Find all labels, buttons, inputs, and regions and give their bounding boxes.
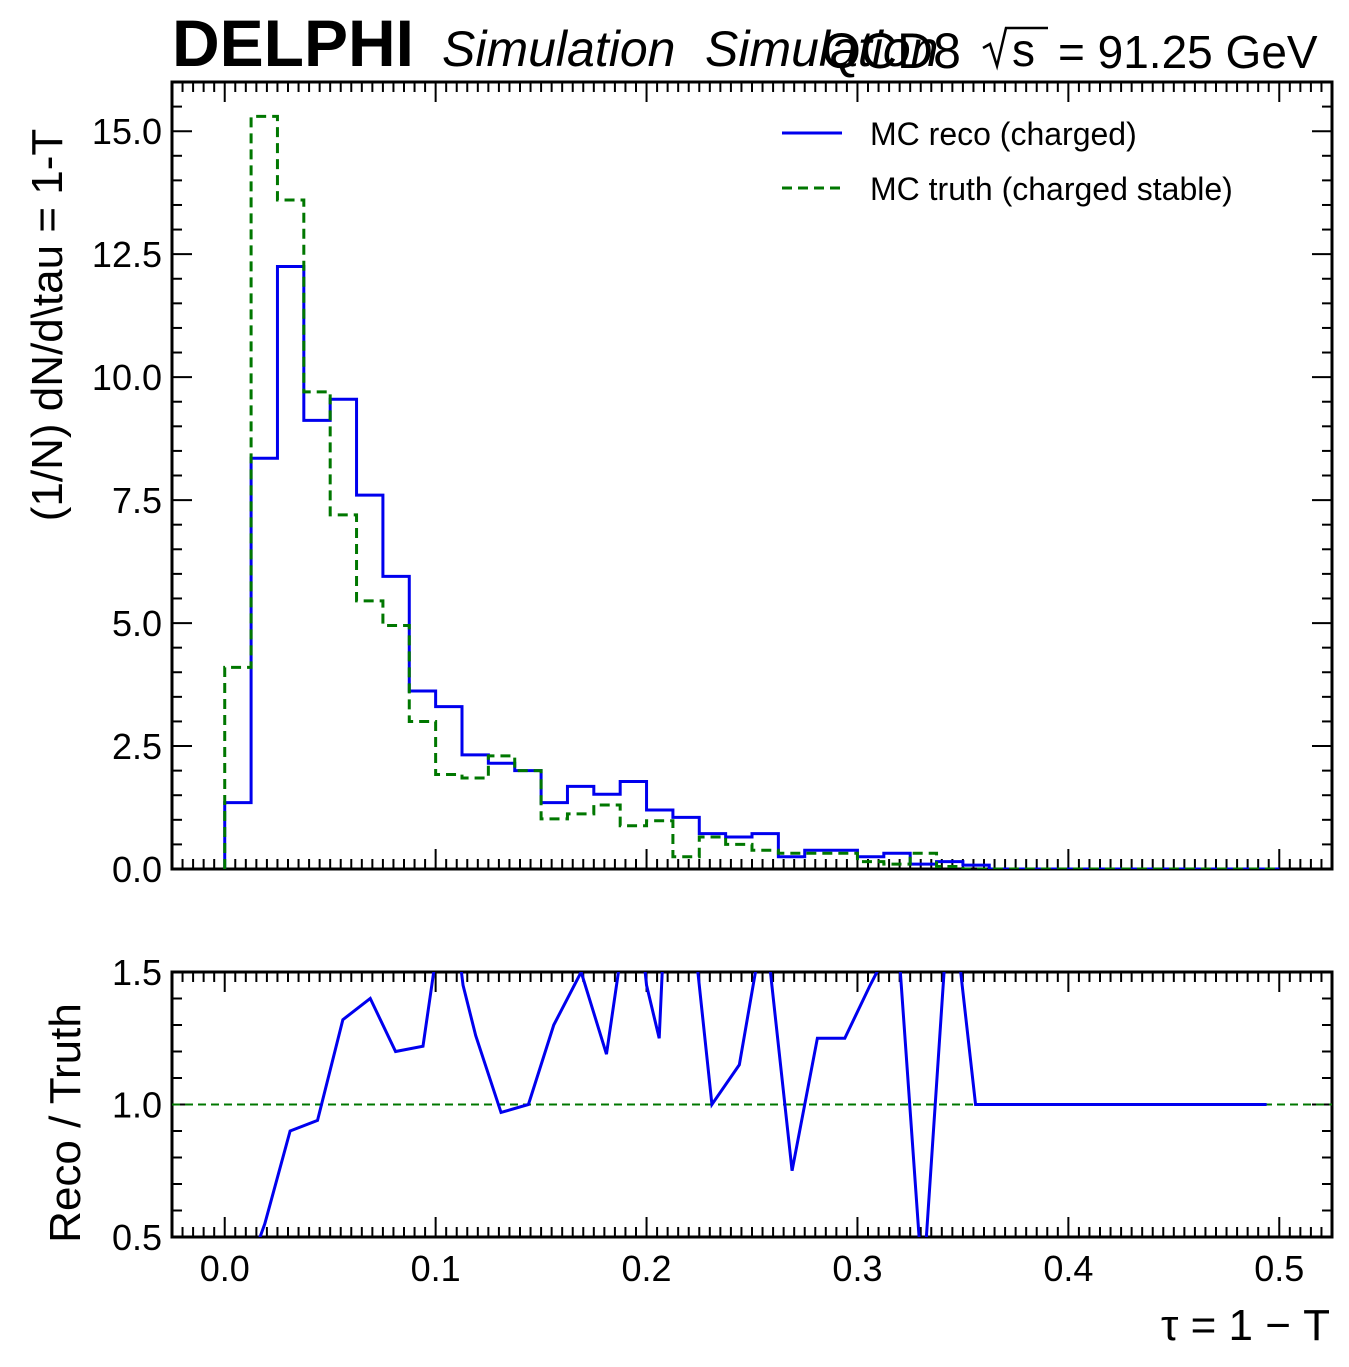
status-label-overlap: Simulation bbox=[705, 21, 938, 77]
ratio-panel: 0.5 1.0 1.5 0.0 0.1 0.2 0.3 0.4 0.5 Reco / Trut… bbox=[41, 952, 1334, 1350]
status-label: Simulation bbox=[442, 21, 675, 77]
main-y-tick-label: 7.5 bbox=[112, 480, 162, 521]
ratio-y-tick-label: 0.5 bbox=[112, 1217, 162, 1258]
series-reco-histogram bbox=[223, 264, 1280, 869]
ratio-series-group bbox=[172, 972, 1332, 1237]
main-y-tick-label: 12.5 bbox=[92, 234, 162, 275]
legend-label-truth: MC truth (charged stable) bbox=[870, 171, 1233, 207]
ratio-y-axis-title: Reco / Truth bbox=[41, 1003, 90, 1243]
main-y-tick-labels: 0.0 2.5 5.0 7.5 10.0 12.5 15.0 bbox=[92, 111, 162, 890]
main-y-tick-label: 10.0 bbox=[92, 357, 162, 398]
ratio-y-tick-labels: 0.5 1.0 1.5 bbox=[112, 952, 162, 1258]
main-y-tick-label: 5.0 bbox=[112, 603, 162, 644]
x-tick-label: 0.1 bbox=[411, 1248, 461, 1289]
x-tick-label: 0.0 bbox=[200, 1248, 250, 1289]
x-axis-title: τ = 1 − T bbox=[1161, 1301, 1330, 1350]
sqrt-s-symbol: s bbox=[982, 24, 1048, 76]
ratio-y-tick-label: 1.5 bbox=[112, 952, 162, 993]
series-truth-histogram bbox=[223, 114, 1280, 869]
series-ratio-line bbox=[258, 972, 1267, 1237]
generator-label: QCD8 bbox=[822, 23, 961, 79]
energy-label: = 91.25 GeV bbox=[1058, 26, 1318, 78]
main-series-group bbox=[223, 114, 1280, 869]
main-y-tick-label: 15.0 bbox=[92, 111, 162, 152]
experiment-label: DELPHI bbox=[172, 6, 414, 80]
main-y-tick-label: 0.0 bbox=[112, 849, 162, 890]
main-y-axis-title: (1/N) dN/d\tau = 1-T bbox=[23, 129, 72, 521]
x-tick-label: 0.4 bbox=[1043, 1248, 1093, 1289]
main-panel: 0.0 2.5 5.0 7.5 10.0 12.5 15.0 (1/N) dN/d\tau … bbox=[23, 80, 1334, 890]
main-y-tick-label: 2.5 bbox=[112, 726, 162, 767]
x-tick-label: 0.3 bbox=[832, 1248, 882, 1289]
legend: MC reco (charged) MC truth (charged stab… bbox=[782, 116, 1233, 207]
x-tick-labels: 0.0 0.1 0.2 0.3 0.4 0.5 bbox=[200, 1248, 1305, 1289]
x-tick-label: 0.5 bbox=[1254, 1248, 1304, 1289]
sqrt-s-label: s bbox=[1012, 24, 1035, 76]
x-tick-label: 0.2 bbox=[622, 1248, 672, 1289]
legend-label-reco: MC reco (charged) bbox=[870, 116, 1137, 152]
ratio-y-tick-label: 1.0 bbox=[112, 1085, 162, 1126]
